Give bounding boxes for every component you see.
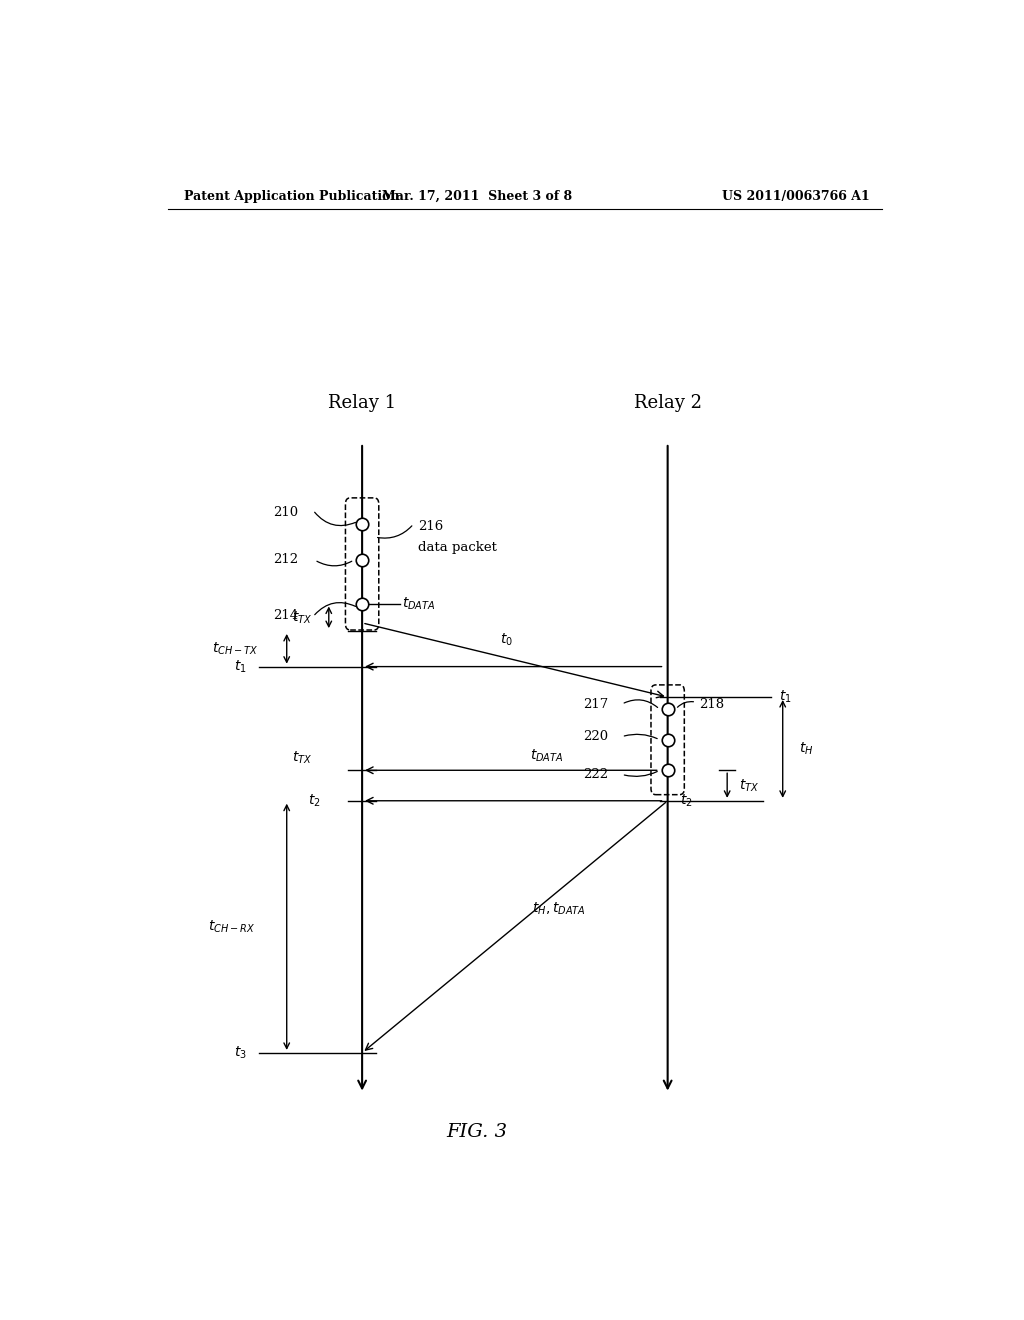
Text: $t_{DATA}$: $t_{DATA}$ <box>401 595 435 611</box>
Text: $t_{CH-TX}$: $t_{CH-TX}$ <box>212 640 258 657</box>
Text: $t_{TX}$: $t_{TX}$ <box>739 777 760 793</box>
Text: $t_0$: $t_0$ <box>501 631 513 648</box>
Text: US 2011/0063766 A1: US 2011/0063766 A1 <box>722 190 870 202</box>
Text: $t_{TX}$: $t_{TX}$ <box>293 750 312 767</box>
Text: Relay 2: Relay 2 <box>634 395 701 412</box>
Text: $t_{DATA}$: $t_{DATA}$ <box>529 747 563 764</box>
Text: Relay 1: Relay 1 <box>328 395 396 412</box>
Text: $t_3$: $t_3$ <box>234 1044 247 1061</box>
Text: 222: 222 <box>583 768 608 781</box>
Text: $t_{CH-RX}$: $t_{CH-RX}$ <box>208 919 255 935</box>
Text: 216: 216 <box>418 520 443 533</box>
Text: 217: 217 <box>583 698 608 710</box>
Text: Mar. 17, 2011  Sheet 3 of 8: Mar. 17, 2011 Sheet 3 of 8 <box>382 190 572 202</box>
Text: $t_{TX}$: $t_{TX}$ <box>293 609 312 626</box>
Text: 210: 210 <box>273 506 299 519</box>
Text: 214: 214 <box>273 610 299 622</box>
Text: $t_H$: $t_H$ <box>799 741 813 758</box>
Text: data packet: data packet <box>418 541 497 553</box>
Text: 218: 218 <box>699 698 725 710</box>
Text: $t_H, t_{DATA}$: $t_H, t_{DATA}$ <box>531 900 586 916</box>
Text: $t_1$: $t_1$ <box>779 689 792 705</box>
Text: FIG. 3: FIG. 3 <box>446 1123 508 1140</box>
Text: $t_2$: $t_2$ <box>308 792 321 809</box>
Text: Patent Application Publication: Patent Application Publication <box>183 190 399 202</box>
Text: 220: 220 <box>583 730 608 743</box>
Text: $t_1$: $t_1$ <box>234 659 247 675</box>
Text: 212: 212 <box>273 553 299 566</box>
Text: $t_2$: $t_2$ <box>680 792 693 809</box>
